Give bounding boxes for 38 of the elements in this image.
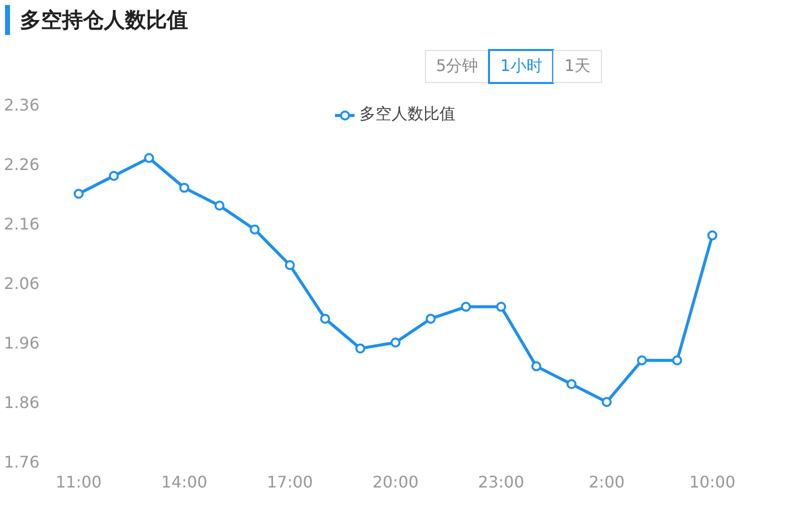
- point: [496, 302, 506, 312]
- x-tick-label: 10:00: [689, 472, 736, 492]
- y-tick-label: 1.76: [4, 452, 40, 472]
- y-tick-label: 2.16: [4, 214, 40, 234]
- y-tick-label: 2.06: [4, 274, 40, 293]
- point: [108, 170, 119, 181]
- point: [355, 343, 366, 354]
- point: [672, 355, 682, 366]
- x-tick-label: 11:00: [56, 472, 102, 492]
- point: [707, 230, 718, 240]
- legend-label: 多空人数比值: [360, 104, 456, 125]
- y-tick-label: 1.86: [4, 393, 40, 412]
- point: [602, 397, 612, 407]
- point: [214, 200, 224, 211]
- point: [179, 182, 190, 193]
- point: [566, 379, 577, 390]
- point: [390, 338, 400, 348]
- y-tick-label: 2.26: [4, 155, 40, 174]
- text: 1小时: [488, 49, 554, 84]
- x-tick-label: 14:00: [161, 472, 208, 492]
- y-tick-label: 1.96: [4, 334, 40, 352]
- y-tick-label: 2.36: [4, 96, 40, 114]
- point: [636, 355, 647, 366]
- point: [426, 314, 436, 324]
- point: [74, 188, 84, 199]
- text: 1天: [553, 50, 602, 83]
- point: [284, 260, 295, 270]
- x-tick-label: 20:00: [372, 472, 419, 492]
- point: [144, 153, 154, 164]
- text: 5分钟: [425, 50, 490, 83]
- chart-title: 多空持仓人数比值: [5, 5, 188, 35]
- x-tick-label: 23:00: [478, 472, 524, 492]
- x-tick-label: 2:00: [588, 472, 625, 492]
- point: [460, 302, 471, 312]
- point: [320, 314, 330, 324]
- point: [250, 224, 260, 234]
- point: [531, 361, 542, 372]
- x-tick-label: 17:00: [266, 472, 313, 492]
